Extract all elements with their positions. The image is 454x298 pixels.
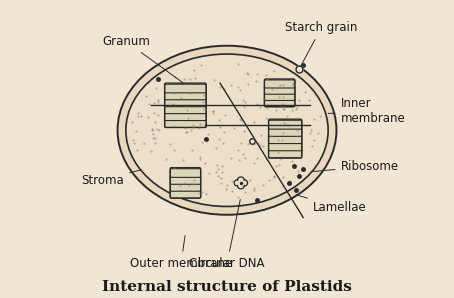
Text: Internal structure of Plastids: Internal structure of Plastids <box>102 280 352 294</box>
Text: Inner
membrane: Inner membrane <box>328 97 405 125</box>
FancyBboxPatch shape <box>269 142 302 151</box>
Text: Circular DNA: Circular DNA <box>189 199 265 270</box>
FancyBboxPatch shape <box>165 84 206 93</box>
FancyBboxPatch shape <box>269 120 302 129</box>
Text: Outer membrane: Outer membrane <box>130 235 232 270</box>
Text: Stroma: Stroma <box>82 170 141 187</box>
FancyBboxPatch shape <box>165 91 206 100</box>
Text: Ribosome: Ribosome <box>313 160 399 173</box>
FancyBboxPatch shape <box>165 119 206 128</box>
Ellipse shape <box>126 54 328 207</box>
FancyBboxPatch shape <box>264 99 295 107</box>
FancyBboxPatch shape <box>170 183 201 191</box>
FancyBboxPatch shape <box>170 190 201 198</box>
FancyBboxPatch shape <box>264 86 295 94</box>
FancyBboxPatch shape <box>264 80 295 88</box>
FancyBboxPatch shape <box>165 112 206 121</box>
FancyBboxPatch shape <box>264 92 295 100</box>
FancyBboxPatch shape <box>269 149 302 158</box>
FancyBboxPatch shape <box>170 169 201 177</box>
Text: Granum: Granum <box>102 35 183 83</box>
FancyBboxPatch shape <box>165 105 206 114</box>
FancyBboxPatch shape <box>269 135 302 144</box>
Text: Starch grain: Starch grain <box>285 21 358 67</box>
FancyBboxPatch shape <box>269 128 302 136</box>
FancyBboxPatch shape <box>170 176 201 184</box>
Ellipse shape <box>118 46 336 215</box>
Text: Lamellae: Lamellae <box>296 195 367 214</box>
FancyBboxPatch shape <box>165 98 206 107</box>
